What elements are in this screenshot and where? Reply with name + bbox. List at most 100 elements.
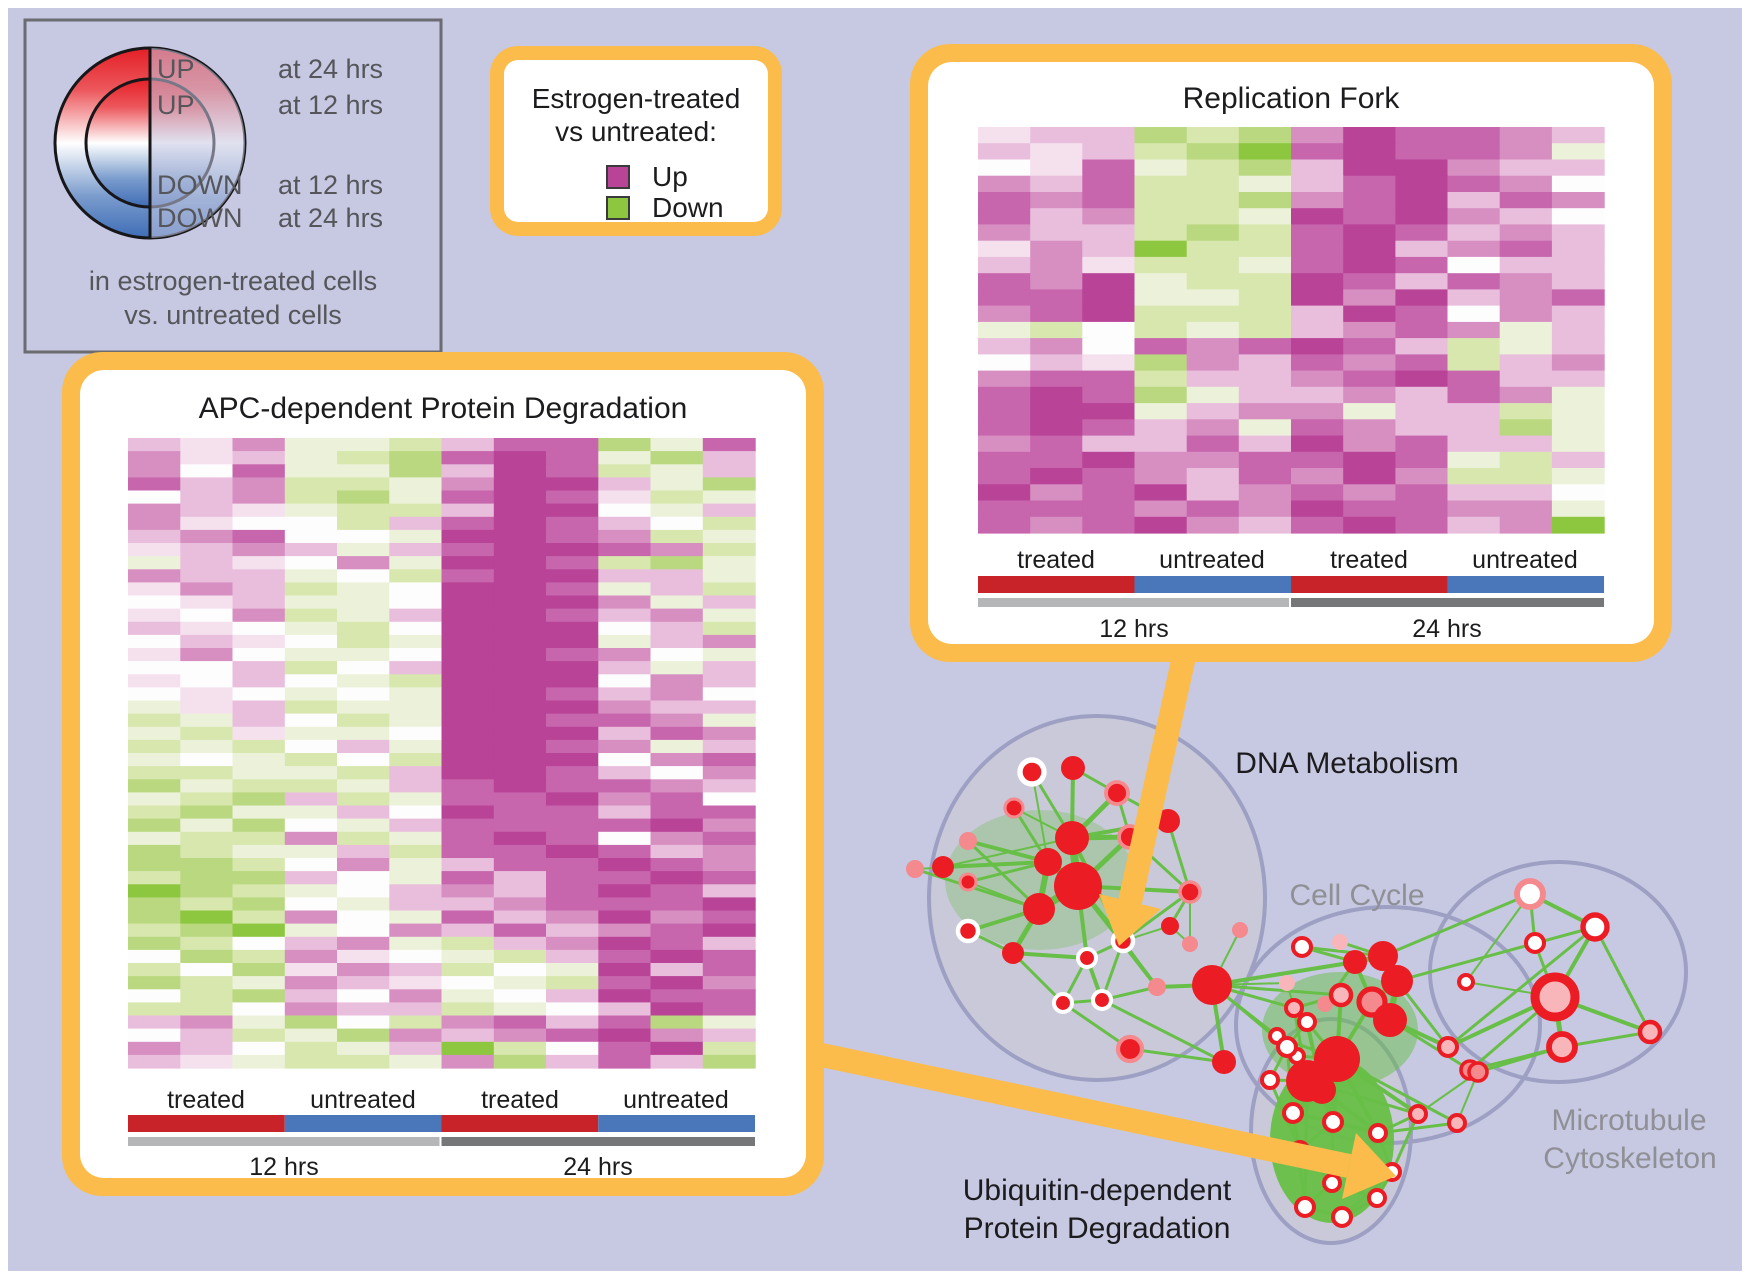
- network-edge: [1011, 951, 1065, 1005]
- network-edge: [914, 867, 1040, 911]
- apc-group-label-2: untreated: [310, 1086, 416, 1114]
- gene-node: [1051, 991, 1075, 1015]
- gene-node: [906, 860, 924, 878]
- network-edge: [1377, 1121, 1458, 1135]
- apc-condition-bars: [128, 1115, 755, 1146]
- gene-node: [1279, 975, 1295, 991]
- gene-node: [1055, 821, 1089, 855]
- rf-time-label-12: 12 hrs: [1099, 615, 1168, 643]
- microtubule-label-line1: Microtubule: [1551, 1104, 1706, 1137]
- network-edge: [1012, 951, 1088, 960]
- up-label: Up: [652, 161, 688, 192]
- updown-legend-title1: Estrogen-treated: [532, 83, 741, 114]
- gene-node: [1293, 1195, 1317, 1219]
- gene-node: [1034, 848, 1062, 876]
- gene-node: [959, 832, 977, 850]
- gene-node: [1546, 1031, 1578, 1063]
- rf-group-label-4: untreated: [1472, 546, 1578, 574]
- network-edge: [1593, 926, 1652, 1033]
- gene-node: [1260, 1070, 1280, 1090]
- arrow-head-apc-to-ubiquitin: [1342, 1133, 1396, 1199]
- interaction-network: [906, 714, 1688, 1245]
- network-edge: [942, 860, 1049, 869]
- apc-time-label-24: 24 hrs: [563, 1153, 632, 1181]
- gene-node: [1054, 862, 1102, 910]
- gene-node: [1322, 1173, 1342, 1193]
- ubiquitin-label-line2: Protein Degradation: [964, 1212, 1231, 1245]
- apc-group-label-1: treated: [167, 1086, 245, 1114]
- gene-node: [1321, 1110, 1345, 1134]
- ubiquitin-label-line1: Ubiquitin-dependent: [963, 1174, 1232, 1207]
- label-at-12: at 12 hrs: [278, 90, 383, 120]
- gene-node: [1075, 946, 1099, 970]
- gene-node: [1232, 922, 1248, 938]
- apc-group-label-4: untreated: [623, 1086, 729, 1114]
- gene-node: [1161, 917, 1179, 935]
- gene-node: [1367, 1188, 1387, 1208]
- rf-group-label-3: treated: [1330, 546, 1408, 574]
- rf-time-label-24: 24 hrs: [1412, 615, 1481, 643]
- gene-node: [1275, 1035, 1299, 1059]
- gene-node: [1115, 1034, 1145, 1064]
- circle-legend-line1: in estrogen-treated cells: [89, 266, 377, 296]
- rf-group-label-1: treated: [1017, 546, 1095, 574]
- microtubule-label-line2: Cytoskeleton: [1543, 1142, 1716, 1175]
- updown-legend-title2: vs untreated:: [555, 116, 717, 147]
- network-edge: [1390, 1113, 1420, 1173]
- gene-node: [1297, 1012, 1317, 1032]
- gene-node: [1212, 1050, 1236, 1074]
- gene-node: [1003, 797, 1025, 819]
- network-edge: [1129, 1047, 1225, 1064]
- rf-title: Replication Fork: [1183, 82, 1401, 115]
- panel-arrows: [809, 649, 1396, 1199]
- apc-time-label-12: 12 hrs: [249, 1153, 318, 1181]
- label-at-24: at 24 hrs: [278, 54, 383, 84]
- apc-heatmap: [128, 438, 756, 1069]
- network-edge: [1101, 998, 1225, 1064]
- gene-node: [1148, 978, 1166, 996]
- gene-node: [1637, 1019, 1663, 1045]
- gene-node: [1308, 1076, 1336, 1104]
- label-at-12b: at 12 hrs: [278, 170, 383, 200]
- network-edge: [942, 837, 1073, 868]
- gene-node: [1408, 1104, 1428, 1124]
- gene-node: [1332, 934, 1348, 950]
- cell-cycle-label: Cell Cycle: [1289, 879, 1424, 912]
- gene-node: [1192, 965, 1232, 1005]
- gene-node: [958, 872, 978, 892]
- down-label: Down: [652, 192, 724, 223]
- arrow-shaft-replication-fork-to-dna: [1118, 649, 1197, 905]
- apc-group-label-3: treated: [481, 1086, 559, 1114]
- gene-node: [1368, 941, 1398, 971]
- network-edge: [966, 839, 1041, 911]
- gene-node: [1447, 1113, 1467, 1133]
- apc-title: APC-dependent Protein Degradation: [199, 392, 688, 425]
- network-edge: [1166, 820, 1192, 893]
- gene-node: [1436, 1035, 1460, 1059]
- label-at-24b: at 24 hrs: [278, 203, 383, 233]
- down-color-swatch: [606, 196, 630, 220]
- network-edge: [1465, 893, 1531, 983]
- gene-node: [1182, 936, 1198, 952]
- label-down-12: DOWN: [157, 170, 242, 200]
- gene-node: [1290, 935, 1314, 959]
- gene-node: [1061, 756, 1085, 780]
- label-down-24: DOWN: [157, 203, 242, 233]
- gene-node: [1156, 809, 1180, 833]
- gene-node: [1178, 880, 1202, 904]
- gene-node: [1467, 1061, 1489, 1083]
- gene-node: [1330, 1205, 1354, 1229]
- gene-node: [955, 918, 981, 944]
- rf-heatmap: [978, 127, 1605, 534]
- gene-node: [1104, 780, 1130, 806]
- gene-node: [1514, 878, 1546, 910]
- network-edge: [1211, 983, 1342, 997]
- arrow-shaft-apc-to-ubiquitin: [809, 1041, 1352, 1178]
- gene-node: [1017, 757, 1047, 787]
- network-edge: [1447, 925, 1596, 1049]
- label-up-24: UP: [157, 54, 195, 84]
- gene-node: [1373, 1003, 1407, 1037]
- arrow-head-replication-fork-to-dna: [1099, 894, 1161, 946]
